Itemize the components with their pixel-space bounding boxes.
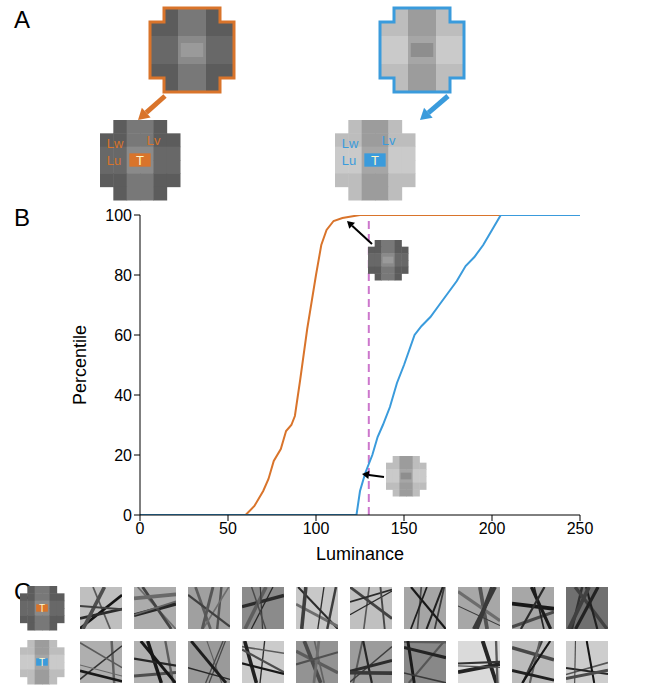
svg-text:40: 40 (114, 387, 132, 404)
svg-text:A: A (14, 6, 30, 33)
svg-text:T: T (371, 153, 379, 168)
svg-text:C: C (14, 578, 31, 605)
svg-text:60: 60 (114, 327, 132, 344)
svg-text:50: 50 (219, 520, 237, 537)
svg-text:Lu: Lu (342, 153, 356, 168)
svg-text:Percentile: Percentile (70, 325, 90, 405)
svg-text:Lw: Lw (342, 136, 359, 151)
svg-text:100: 100 (303, 520, 330, 537)
svg-text:250: 250 (567, 520, 594, 537)
svg-text:B: B (14, 204, 30, 231)
svg-text:Luminance: Luminance (316, 544, 404, 564)
svg-text:100: 100 (105, 207, 132, 224)
svg-text:Lu: Lu (107, 153, 121, 168)
svg-text:Lw: Lw (107, 136, 124, 151)
svg-text:200: 200 (479, 520, 506, 537)
svg-text:Lv: Lv (147, 133, 161, 148)
svg-text:20: 20 (114, 447, 132, 464)
svg-text:T: T (39, 657, 45, 668)
svg-text:0: 0 (123, 507, 132, 524)
svg-text:Lv: Lv (382, 133, 396, 148)
svg-text:0: 0 (136, 520, 145, 537)
svg-text:T: T (136, 153, 144, 168)
svg-text:80: 80 (114, 267, 132, 284)
svg-text:T: T (39, 603, 45, 614)
svg-text:150: 150 (391, 520, 418, 537)
